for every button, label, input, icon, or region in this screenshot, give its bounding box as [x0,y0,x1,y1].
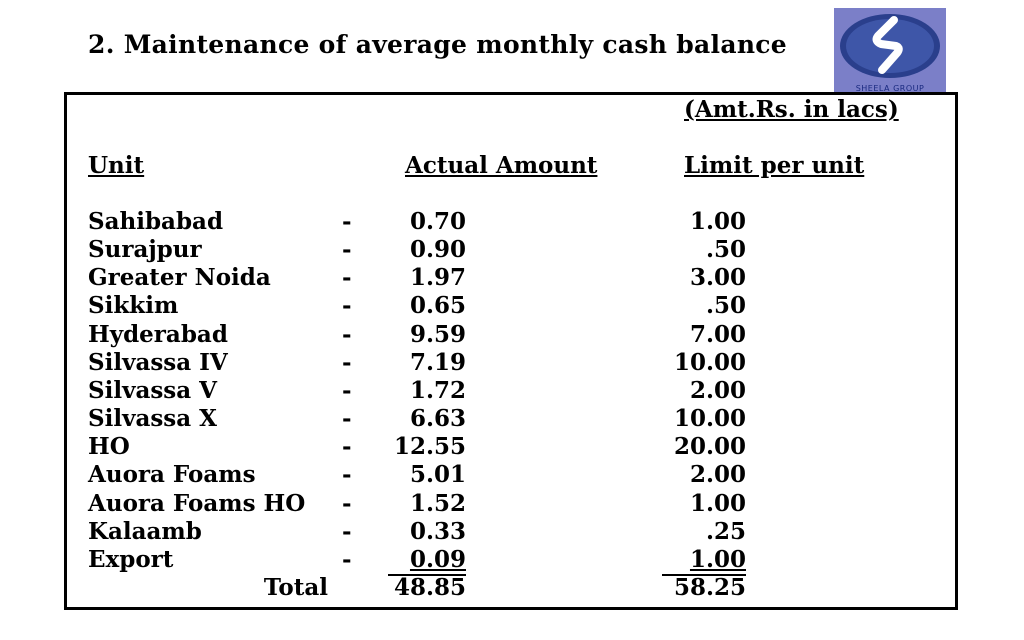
table-frame [64,92,958,610]
row-unit: HO [88,433,130,460]
row-actual: 12.55 [393,433,466,460]
row-actual: 0.33 [409,518,466,545]
row-actual: 0.70 [409,208,466,235]
row-limit: 10.00 [673,349,746,376]
total-actual: 48.85 [393,574,466,601]
row-separator: - [342,208,352,235]
row-separator: - [342,461,352,488]
row-limit: 1.00 [689,490,746,517]
row-limit: .50 [705,292,746,319]
row-separator: - [342,433,352,460]
row-unit: Auora Foams HO [88,490,306,517]
header-unit: Unit [88,152,145,179]
row-unit: Auora Foams [88,461,256,488]
row-actual: 6.63 [409,405,466,432]
row-actual: 7.19 [409,349,466,376]
row-unit: Surajpur [88,236,202,263]
row-unit: Export [88,546,174,573]
row-limit: 7.00 [689,321,746,348]
logo-emblem-icon [834,8,946,94]
row-separator: - [342,377,352,404]
row-actual: 1.72 [409,377,466,404]
row-separator: - [342,405,352,432]
row-limit: 10.00 [673,405,746,432]
row-actual: 9.59 [409,321,466,348]
row-separator: - [342,518,352,545]
row-limit: .50 [705,236,746,263]
row-limit: 3.00 [689,264,746,291]
row-unit: Kalaamb [88,518,202,545]
row-actual: 1.97 [409,264,466,291]
row-limit: 2.00 [689,377,746,404]
row-actual: 0.09 [409,546,466,573]
row-limit: .25 [705,518,746,545]
row-unit: Hyderabad [88,321,228,348]
row-unit: Silvassa IV [88,349,228,376]
row-unit: Sikkim [88,292,179,319]
total-label: Total [263,574,328,601]
row-limit: 1.00 [689,208,746,235]
company-logo: SHEELA GROUP [834,8,946,94]
row-limit: 2.00 [689,461,746,488]
header-limit-per-unit: Limit per unit [684,152,865,179]
row-unit: Silvassa V [88,377,218,404]
row-separator: - [342,546,352,573]
row-separator: - [342,292,352,319]
row-limit: 20.00 [673,433,746,460]
header-actual-amount: Actual Amount [405,152,598,179]
row-unit: Greater Noida [88,264,271,291]
row-unit: Sahibabad [88,208,224,235]
row-actual: 1.52 [409,490,466,517]
row-actual: 0.65 [409,292,466,319]
row-separator: - [342,490,352,517]
slide-title: 2. Maintenance of average monthly cash b… [88,30,788,59]
row-actual: 5.01 [409,461,466,488]
limit-sum-line [662,574,746,576]
actual-sum-line [388,574,466,576]
row-actual: 0.90 [409,236,466,263]
amount-unit-note: (Amt.Rs. in lacs) [684,96,899,123]
row-unit: Silvassa X [88,405,218,432]
total-limit: 58.25 [673,574,746,601]
row-separator: - [342,349,352,376]
row-separator: - [342,264,352,291]
row-limit: 1.00 [689,546,746,573]
row-separator: - [342,321,352,348]
logo-text: SHEELA GROUP [855,84,925,93]
row-separator: - [342,236,352,263]
